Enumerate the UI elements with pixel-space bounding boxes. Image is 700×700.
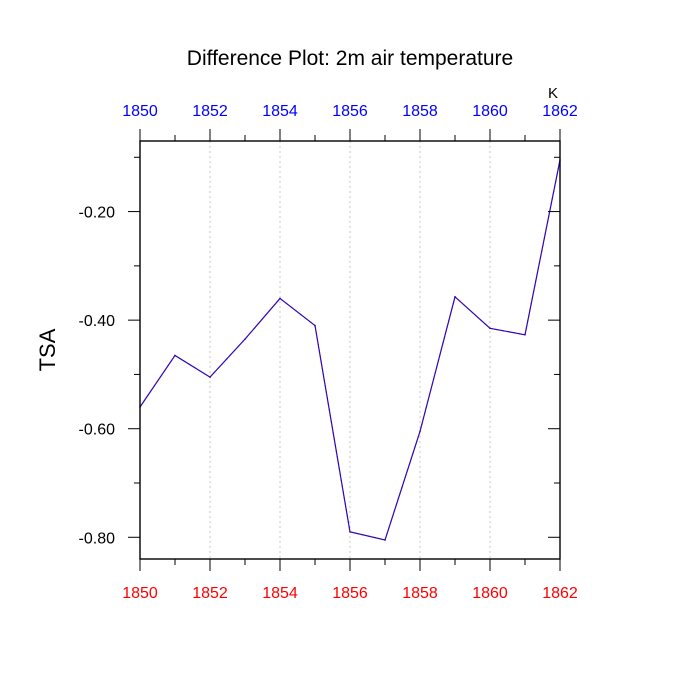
x-tick-label-top: 1856 — [332, 103, 368, 120]
axes-layer — [128, 129, 561, 571]
x-tick-label-bottom: 1860 — [472, 585, 508, 602]
x-tick-label-bottom: 1856 — [332, 585, 368, 602]
data-point-1858 — [419, 430, 421, 433]
unit-label: K — [548, 85, 558, 102]
data-point-1859 — [454, 296, 456, 298]
x-tick-label-bottom: 1850 — [122, 585, 158, 602]
x-tick-label-top: 1860 — [472, 103, 508, 120]
data-point-1851 — [174, 354, 176, 357]
x-tick-label-top: 1862 — [542, 103, 578, 120]
x-tick-label-bottom: 1852 — [192, 585, 228, 602]
x-tick-label-top: 1854 — [262, 103, 298, 120]
chart-title: Difference Plot: 2m air temperature — [187, 47, 513, 70]
data-point-1853 — [244, 338, 246, 340]
tick-labels-layer: 1850 1850 1852 1852 1854 1854 1856 1856 1858 1858… — [79, 103, 578, 602]
y-tick-label: -0.80 — [79, 530, 116, 547]
y-tick-label: -0.40 — [79, 313, 116, 330]
data-point-1856 — [349, 531, 351, 533]
data-point-1860 — [489, 327, 491, 330]
data-point-1855 — [314, 324, 316, 327]
data-point-1854 — [279, 297, 281, 300]
x-tick-label-top: 1852 — [192, 103, 228, 120]
x-tick-label-top: 1850 — [122, 103, 158, 120]
x-tick-label-top: 1858 — [402, 103, 438, 120]
grid-layer — [209, 141, 491, 559]
data-point-1861 — [524, 334, 526, 336]
y-tick-label: -0.60 — [79, 422, 116, 439]
x-tick-label-bottom: 1858 — [402, 585, 438, 602]
data-point-1852 — [209, 376, 211, 378]
x-tick-label-bottom: 1862 — [542, 585, 578, 602]
x-tick-label-bottom: 1854 — [262, 585, 298, 602]
data-point-1857 — [384, 539, 386, 541]
y-axis-label: TSA — [35, 328, 60, 371]
y-tick-label: -0.20 — [79, 205, 116, 222]
